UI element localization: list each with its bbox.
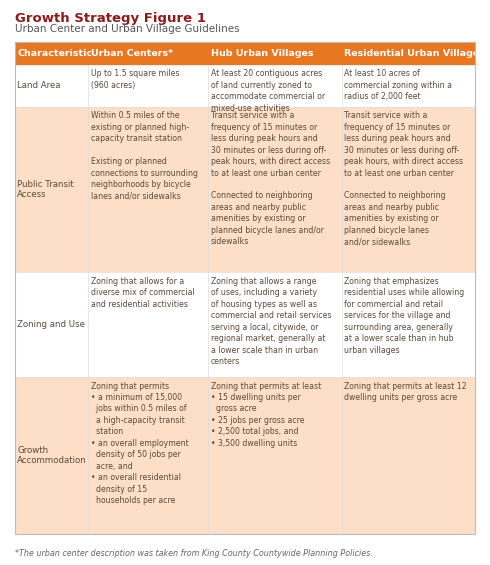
Text: Hub Urban Villages: Hub Urban Villages: [211, 49, 313, 58]
Text: At least 10 acres of
commercial zoning within a
radius of 2,000 feet: At least 10 acres of commercial zoning w…: [344, 69, 452, 101]
Text: Urban Centers*: Urban Centers*: [91, 49, 173, 58]
Text: Growth
Accommodation: Growth Accommodation: [17, 446, 87, 465]
Text: Transit service with a
frequency of 15 minutes or
less during peak hours and
30 : Transit service with a frequency of 15 m…: [211, 111, 330, 246]
Text: Transit service with a
frequency of 15 minutes or
less during peak hours and
30 : Transit service with a frequency of 15 m…: [344, 111, 464, 246]
Text: Zoning that emphasizes
residential uses while allowing
for commercial and retail: Zoning that emphasizes residential uses …: [344, 277, 465, 355]
Text: Zoning that permits
• a minimum of 15,000
  jobs within 0.5 miles of
  a high-ca: Zoning that permits • a minimum of 15,00…: [91, 381, 189, 505]
Text: Public Transit
Access: Public Transit Access: [17, 180, 74, 199]
Text: Residential Urban Villages: Residential Urban Villages: [344, 49, 485, 58]
Text: Zoning that allows for a
diverse mix of commercial
and residential activities: Zoning that allows for a diverse mix of …: [91, 277, 195, 309]
Text: Zoning that permits at least 12
dwelling units per gross acre: Zoning that permits at least 12 dwelling…: [344, 381, 467, 402]
Text: Up to 1.5 square miles
(960 acres): Up to 1.5 square miles (960 acres): [91, 69, 179, 90]
Text: At least 20 contiguous acres
of land currently zoned to
accommodate commercial o: At least 20 contiguous acres of land cur…: [211, 69, 325, 113]
Text: Characteristic: Characteristic: [17, 49, 92, 58]
Text: *The urban center description was taken from King County Countywide Planning Pol: *The urban center description was taken …: [15, 549, 372, 558]
Text: Within 0.5 miles of the
existing or planned high-
capacity transit station

Exis: Within 0.5 miles of the existing or plan…: [91, 111, 198, 201]
Text: Urban Center and Urban Village Guidelines: Urban Center and Urban Village Guideline…: [15, 24, 239, 34]
Text: Zoning that allows a range
of uses, including a variety
of housing types as well: Zoning that allows a range of uses, incl…: [211, 277, 331, 366]
Text: Zoning and Use: Zoning and Use: [17, 320, 85, 329]
Text: Growth Strategy Figure 1: Growth Strategy Figure 1: [15, 12, 206, 25]
Text: Land Area: Land Area: [17, 81, 61, 90]
Text: Zoning that permits at least
• 15 dwelling units per
  gross acre
• 25 jobs per : Zoning that permits at least • 15 dwelli…: [211, 381, 321, 448]
